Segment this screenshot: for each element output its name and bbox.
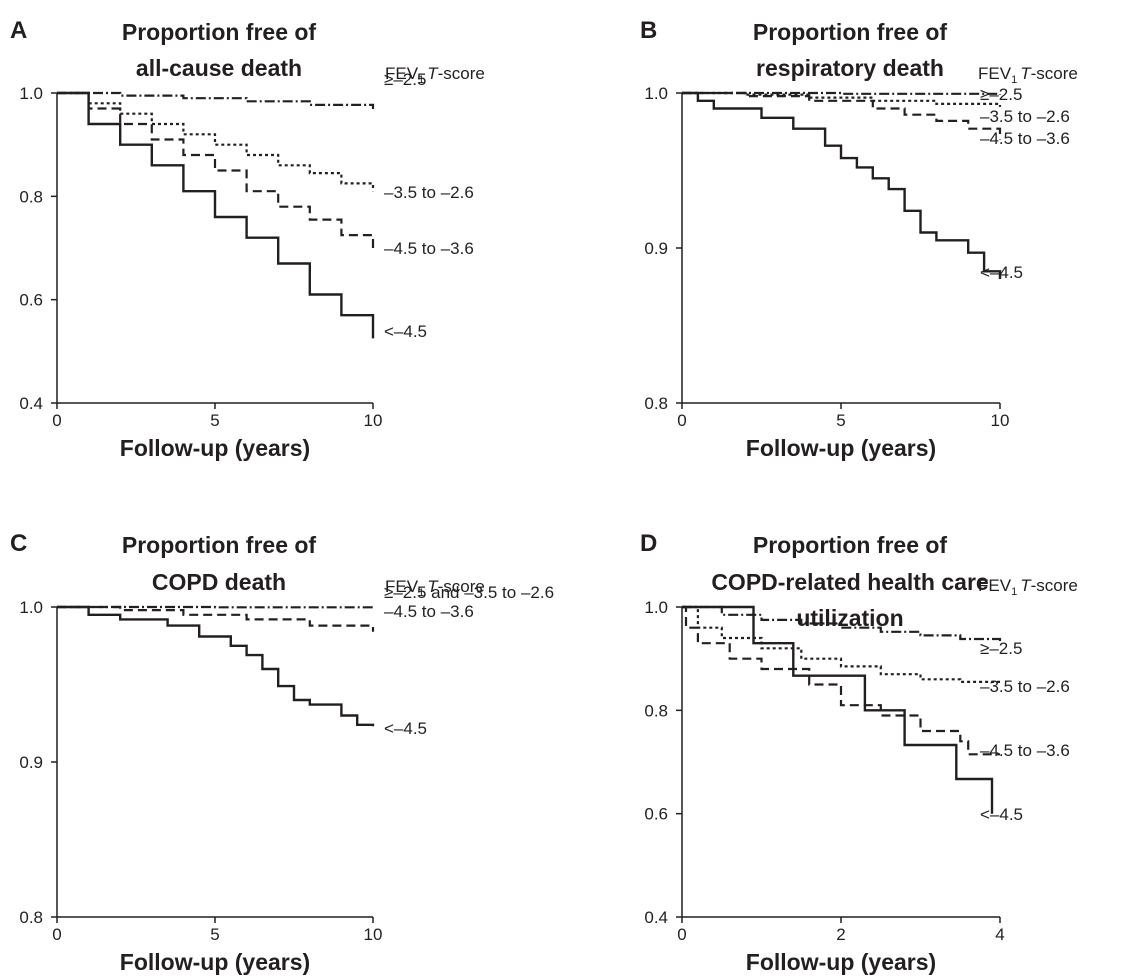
series-label: –4.5 to –3.6	[980, 741, 1070, 760]
x-tick-label: 2	[836, 925, 845, 944]
panel-title-line: COPD-related health care	[711, 569, 988, 595]
y-tick-label: 0.8	[644, 394, 668, 413]
series-line-dashed	[57, 605, 375, 632]
y-tick-label: 0.4	[19, 394, 43, 413]
panel-letter: C	[10, 530, 27, 557]
series-line-dotted	[682, 605, 1000, 683]
panel-title-line: COPD death	[152, 569, 286, 595]
x-tick-label: 5	[210, 411, 219, 430]
x-tick-label: 10	[991, 411, 1010, 430]
legend-title: FEV1 T-score	[978, 576, 1078, 598]
x-tick-label: 0	[677, 925, 686, 944]
y-tick-label: 0.9	[19, 753, 43, 772]
series-line-solid	[682, 91, 1002, 279]
series-line-dashed	[57, 91, 375, 251]
y-tick-label: 1.0	[19, 84, 43, 103]
series-line-dashdot	[682, 605, 1002, 644]
series-label: ≥–2.5	[384, 70, 426, 89]
x-tick-label: 5	[836, 411, 845, 430]
panel-c: C Proportion free of COPD death FEV1 T-score…	[10, 530, 554, 975]
x-tick-label: 0	[52, 925, 61, 944]
series-label: –4.5 to –3.6	[384, 239, 474, 258]
x-tick-label: 10	[364, 925, 383, 944]
legend-title: FEV1 T-score	[978, 64, 1078, 86]
x-tick-label: 0	[52, 411, 61, 430]
x-axis-label: Follow-up (years)	[746, 949, 936, 975]
series-label: ≥–2.5	[980, 85, 1022, 104]
y-tick-label: 0.4	[644, 908, 668, 927]
x-tick-label: 4	[995, 925, 1004, 944]
series-line-dashdot	[57, 605, 375, 609]
series-line-dashdot	[57, 91, 375, 109]
panel-title-line: respiratory death	[756, 55, 944, 81]
panel-letter: B	[640, 17, 657, 44]
panel-letter: A	[10, 17, 27, 44]
series-label: <–4.5	[980, 263, 1023, 282]
series-label: ≥–2.5	[980, 639, 1022, 658]
series-label: –3.5 to –2.6	[980, 107, 1070, 126]
y-tick-label: 0.9	[644, 239, 668, 258]
y-tick-label: 1.0	[19, 598, 43, 617]
y-tick-label: 1.0	[644, 598, 668, 617]
series-line-solid	[682, 605, 994, 814]
panel-title-line: Proportion free of	[122, 532, 317, 558]
series-line-solid	[57, 605, 375, 727]
panel-d: D Proportion free of COPD-related health c…	[640, 530, 1078, 975]
series-line-dashed	[682, 91, 1002, 140]
legend-title: FEV1 T-score	[385, 577, 485, 599]
x-axis-label: Follow-up (years)	[746, 435, 936, 461]
x-tick-label: 0	[677, 411, 686, 430]
panel-a: A Proportion free of all-cause death FEV1 T-…	[10, 17, 485, 461]
x-tick-label: 10	[364, 411, 383, 430]
series-line-dashed	[682, 605, 1000, 756]
series-label: <–4.5	[384, 719, 427, 738]
y-tick-label: 0.8	[19, 908, 43, 927]
panel-letter: D	[640, 530, 657, 557]
legend-title: FEV1 T-score	[385, 64, 485, 86]
y-tick-label: 1.0	[644, 84, 668, 103]
panel-title-line: Proportion free of	[753, 19, 948, 45]
y-tick-label: 0.6	[644, 805, 668, 824]
y-tick-label: 0.8	[644, 701, 668, 720]
series-label: –3.5 to –2.6	[384, 183, 474, 202]
panel-title-line: Proportion free of	[753, 532, 948, 558]
y-tick-label: 0.6	[19, 291, 43, 310]
series-label: ≥–2.5 and –3.5 to –2.6	[384, 583, 554, 602]
panel-b: B Proportion free of respiratory death FEV1…	[640, 17, 1078, 461]
panel-title-line: Proportion free of	[122, 19, 317, 45]
series-line-dotted	[682, 91, 1002, 107]
series-label: –3.5 to –2.6	[980, 677, 1070, 696]
series-line-solid	[57, 91, 375, 339]
y-tick-label: 0.8	[19, 187, 43, 206]
series-label: <–4.5	[980, 805, 1023, 824]
panel-title-line: all-cause death	[136, 55, 302, 81]
series-label: –4.5 to –3.6	[384, 602, 474, 621]
series-label: <–4.5	[384, 322, 427, 341]
x-axis-label: Follow-up (years)	[120, 435, 310, 461]
series-line-dashdot	[682, 91, 1002, 95]
x-axis-label: Follow-up (years)	[120, 949, 310, 975]
x-tick-label: 5	[210, 925, 219, 944]
series-label: –4.5 to –3.6	[980, 129, 1070, 148]
